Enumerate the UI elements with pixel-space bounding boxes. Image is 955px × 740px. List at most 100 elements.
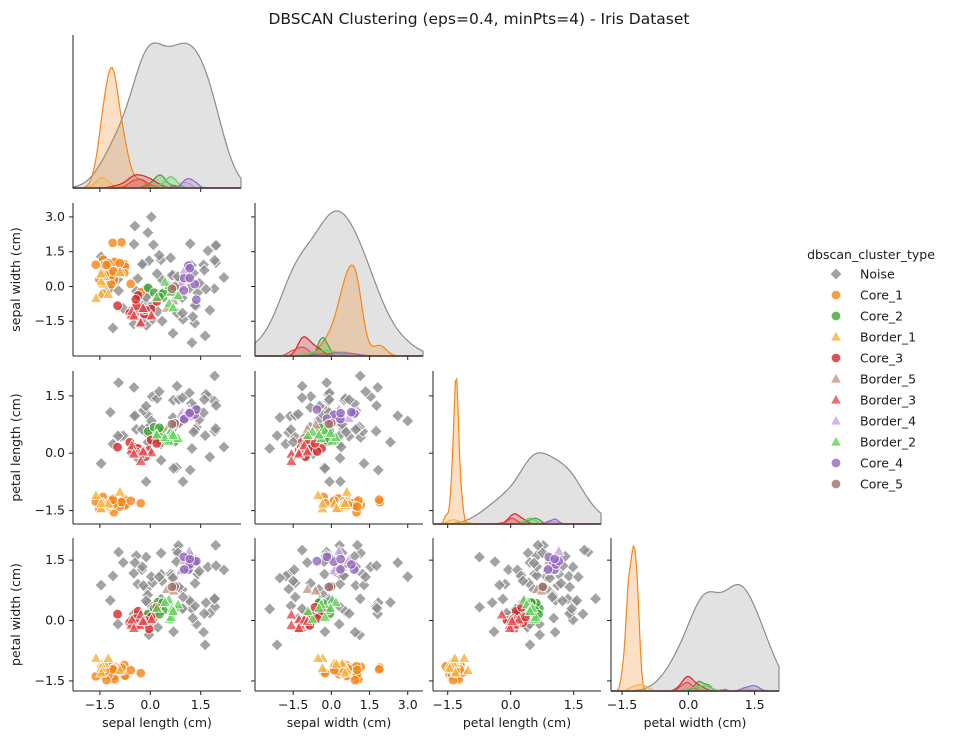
point-noise — [166, 461, 181, 475]
point-noise — [209, 399, 223, 413]
x-tick-label: −1.5 — [85, 697, 115, 712]
point-noise — [300, 555, 314, 570]
point-border_2 — [312, 601, 326, 613]
legend-marker-core_5 — [830, 478, 842, 490]
legend-label: Core_4 — [860, 456, 903, 471]
legend-label: Border_3 — [860, 393, 916, 408]
point-noise — [182, 386, 197, 400]
point-border_2 — [166, 300, 180, 313]
point-core_1 — [349, 674, 361, 686]
legend-item-border_3: Border_3 — [829, 393, 916, 408]
point-noise — [142, 628, 156, 642]
point-noise — [94, 456, 108, 471]
point-noise — [112, 376, 126, 390]
point-core_5 — [537, 581, 548, 593]
point-noise — [103, 405, 117, 419]
point-noise — [112, 545, 126, 559]
point-noise — [295, 543, 309, 557]
point-border_1 — [113, 265, 127, 277]
point-core_4 — [311, 555, 323, 567]
point-border_1 — [94, 496, 108, 508]
point-noise — [383, 435, 398, 449]
point-core_1 — [90, 259, 102, 270]
point-noise — [523, 638, 537, 652]
legend-label: Core_5 — [860, 477, 903, 492]
point-noise — [576, 607, 590, 621]
point-border_1 — [448, 651, 462, 663]
point-noise — [188, 316, 202, 330]
point-border_3 — [506, 614, 519, 626]
point-noise — [131, 272, 145, 286]
point-noise — [333, 475, 347, 489]
point-noise — [342, 393, 356, 407]
point-noise — [318, 625, 332, 639]
point-border_2 — [171, 598, 185, 610]
chart-title: DBSCAN Clustering (eps=0.4, minPts=4) - … — [268, 10, 689, 28]
x-tick-label: −1.5 — [607, 697, 637, 712]
point-core_5 — [166, 581, 178, 593]
point-noise — [176, 475, 190, 489]
point-core_1 — [116, 237, 127, 248]
legend-label: Border_4 — [860, 414, 916, 429]
point-border_3 — [127, 447, 141, 459]
point-noise — [571, 570, 585, 584]
point-noise — [318, 461, 332, 475]
x-tick-label: 1.5 — [564, 697, 584, 712]
legend-marker-noise — [829, 267, 843, 281]
point-noise — [94, 578, 108, 592]
panel-1-0: −1.5 0.0 1.5 3.0 — [35, 203, 241, 360]
panel-3-1: −1.5 0.0 1.5 3.0 — [251, 538, 423, 712]
x-tick-label: 0.0 — [678, 697, 698, 712]
legend-item-core_1: Core_1 — [830, 288, 903, 303]
point-border_3 — [136, 301, 150, 313]
point-noise — [349, 422, 363, 437]
point-border_3 — [134, 454, 148, 466]
point-noise — [488, 555, 502, 569]
point-noise — [317, 567, 332, 581]
point-noise — [141, 226, 155, 240]
point-noise — [198, 638, 212, 652]
point-border_3 — [495, 608, 508, 620]
point-noise — [401, 570, 415, 584]
point-border_4 — [552, 544, 565, 556]
point-noise — [207, 282, 221, 296]
legend-label: Core_1 — [860, 288, 903, 303]
legend-marker-border_1 — [829, 330, 843, 342]
point-core_4 — [184, 553, 195, 565]
point-core_3 — [112, 441, 123, 453]
point-core_4 — [335, 553, 346, 565]
point-border_3 — [285, 608, 298, 620]
point-noise — [472, 600, 487, 614]
y-tick-label: 1.5 — [45, 552, 65, 567]
point-noise — [320, 376, 334, 390]
legend-item-border_5: Border_5 — [829, 372, 916, 387]
point-noise — [203, 450, 217, 464]
point-noise — [197, 607, 211, 621]
point-noise — [209, 538, 223, 552]
point-border_2 — [329, 595, 343, 608]
point-noise — [369, 559, 384, 573]
point-noise — [185, 336, 199, 350]
point-border_2 — [312, 428, 326, 440]
point-border_3 — [136, 614, 150, 626]
point-border_3 — [503, 621, 517, 633]
point-border_1 — [113, 485, 127, 497]
point-noise — [339, 425, 353, 439]
point-core_4 — [321, 551, 333, 563]
point-core_5 — [166, 418, 178, 430]
x-axis-label-2: petal length (cm) — [463, 715, 571, 730]
point-noise — [198, 429, 212, 443]
point-core_4 — [335, 564, 346, 575]
point-core_1 — [351, 501, 363, 512]
point-noise — [166, 625, 181, 639]
point-noise — [164, 251, 178, 265]
point-noise — [501, 563, 515, 577]
point-noise — [185, 441, 199, 456]
point-noise — [391, 556, 405, 570]
legend-item-border_2: Border_2 — [829, 435, 916, 450]
point-noise — [577, 543, 591, 557]
point-noise — [555, 594, 570, 608]
point-core_1 — [125, 278, 136, 290]
point-border_2 — [301, 604, 315, 616]
y-axis-label-2: petal length (cm) — [8, 393, 23, 501]
